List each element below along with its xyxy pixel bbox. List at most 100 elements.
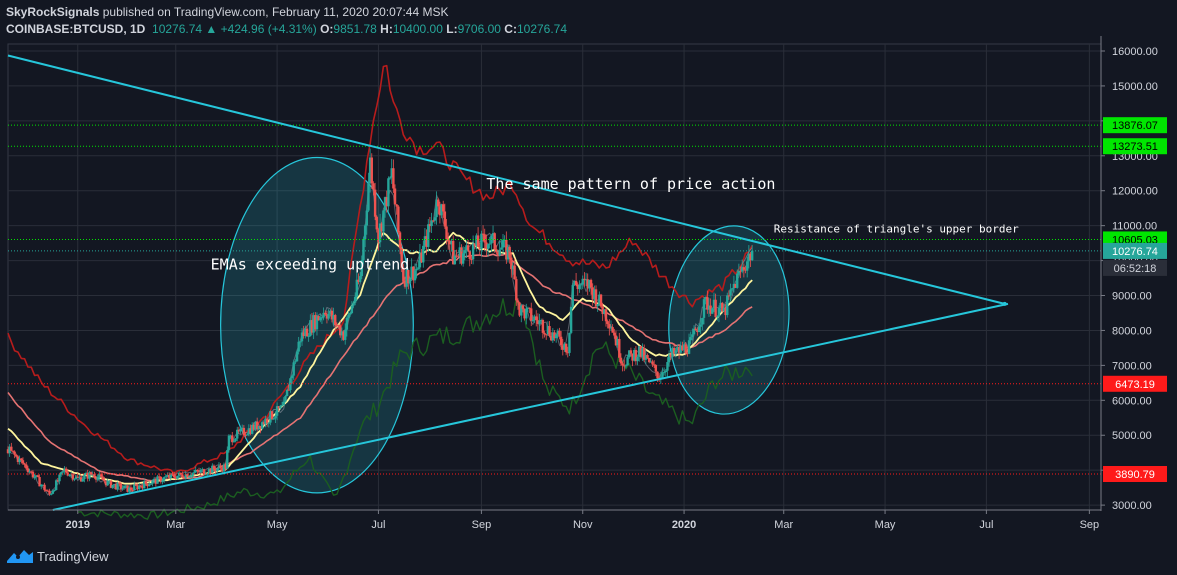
candle-up (108, 480, 111, 482)
candle-up (506, 246, 510, 260)
candle-down (202, 469, 206, 475)
candle-down (71, 474, 74, 480)
candle-up (418, 252, 422, 268)
candle-up (272, 418, 275, 420)
y-tick-label: 12000.00 (1112, 186, 1158, 198)
candle-up (736, 273, 739, 288)
candle-down (727, 295, 731, 297)
candle-up (596, 304, 599, 307)
y-tick-label: 5000.00 (1112, 430, 1152, 442)
candle-down (335, 325, 339, 327)
time-axis[interactable]: 2019 Mar May Jul Sep Nov 2020 Mar May Jul Sep (8, 509, 1101, 531)
candle-up (450, 240, 453, 245)
candle-down (36, 475, 40, 477)
candle-up (207, 468, 211, 474)
candle-down (224, 464, 227, 469)
candle-up (352, 302, 355, 306)
price-change: +424.96 (+4.31%) (220, 22, 317, 36)
publisher-name[interactable]: SkyRockSignals (6, 5, 100, 19)
candle-down (629, 350, 633, 354)
candle-up (745, 261, 749, 271)
candle-up (692, 328, 696, 335)
candle-up (578, 285, 581, 290)
candle-up (232, 441, 236, 443)
candle-down (231, 435, 234, 443)
symbol-label[interactable]: COINBASE:BTCUSD, 1D (6, 22, 146, 36)
candle-down (669, 354, 672, 357)
candle-up (624, 365, 628, 367)
candle-down (30, 471, 33, 473)
candle-up (147, 484, 151, 487)
candle-down (744, 269, 747, 271)
candle-down (249, 428, 252, 434)
candle-down (535, 316, 538, 321)
candle-down (380, 223, 383, 232)
candle-down (495, 249, 498, 253)
candle-up (149, 483, 153, 485)
candle-up (666, 362, 669, 371)
candle-down (101, 476, 104, 480)
candle-up (353, 296, 357, 303)
candle-up (264, 418, 267, 425)
candle-up (365, 210, 368, 226)
candle-up (573, 280, 576, 286)
candle-down (528, 307, 531, 309)
candle-up (189, 476, 192, 478)
candle-down (606, 321, 609, 325)
candle-down (468, 251, 471, 259)
chart-header: SkyRockSignals published on TradingView.… (6, 5, 1006, 37)
candle-down (64, 468, 68, 473)
candle-up (295, 351, 299, 362)
candle-up (579, 284, 583, 286)
candle-down (619, 357, 623, 364)
candle-down (339, 325, 342, 336)
candle-up (58, 474, 61, 482)
candle-down (583, 278, 586, 280)
lower-triangle-line (52, 302, 1009, 511)
candle-down (621, 363, 624, 366)
candle-up (78, 477, 81, 479)
candle-down (508, 246, 511, 258)
candle-down (608, 324, 611, 329)
tradingview-logo-icon[interactable] (7, 549, 33, 563)
footer-brand[interactable]: TradingView (37, 548, 109, 564)
candle-up (73, 478, 76, 480)
text-annotations: The same pattern of price action EMAs exc… (211, 175, 1020, 273)
candle-up (332, 315, 335, 320)
candle-up (91, 474, 94, 476)
candle-up (28, 471, 31, 473)
x-tick-label: 2020 (672, 519, 696, 531)
candle-down (485, 242, 488, 249)
candle-up (480, 233, 483, 250)
candle-down (428, 224, 432, 227)
candle-up (123, 485, 126, 489)
candle-down (395, 204, 398, 207)
dark-red-indicator-line (7, 64, 753, 475)
candle-down (11, 450, 15, 452)
low-value: 9706.00 (457, 22, 501, 36)
candle-down (516, 300, 520, 303)
candle-up (422, 245, 425, 263)
candle-down (483, 234, 486, 243)
candle-down (357, 279, 360, 282)
candle-up (152, 478, 156, 481)
candle-up (358, 276, 362, 282)
candle-down (79, 477, 83, 482)
candle-up (69, 474, 73, 476)
candle-up (737, 270, 741, 274)
triangle-trendlines[interactable] (7, 54, 1009, 511)
candle-up (641, 348, 644, 357)
candle-up (598, 294, 601, 305)
price-label-text: 13876.07 (1112, 120, 1158, 132)
candle-up (486, 244, 490, 249)
y-tick-label: 15000.00 (1112, 81, 1158, 93)
candle-up (689, 337, 692, 341)
candle-down (375, 216, 378, 230)
candle-down (515, 279, 518, 301)
candle-up (408, 278, 412, 284)
candle-up (96, 476, 99, 480)
candle-down (76, 476, 79, 478)
candle-up (83, 474, 86, 480)
candle-up (671, 348, 674, 357)
